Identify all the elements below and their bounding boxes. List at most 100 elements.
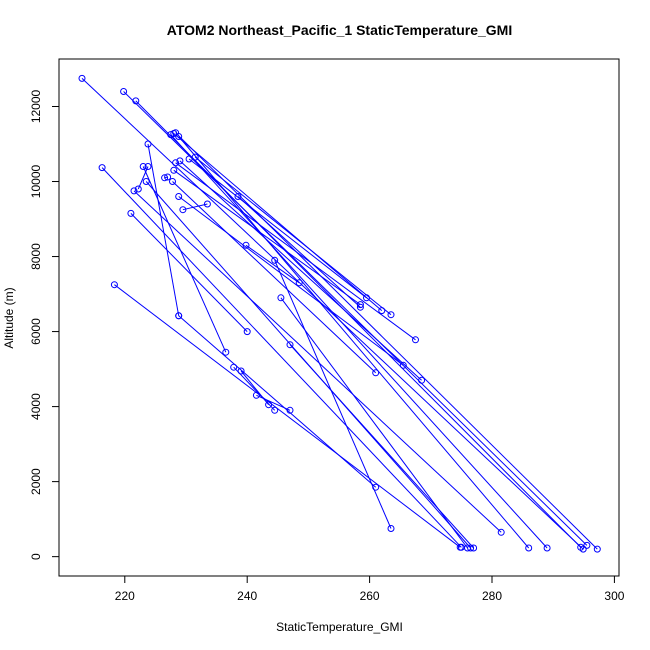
series-line-21 bbox=[182, 203, 208, 211]
data-point-17-1 bbox=[372, 369, 380, 377]
data-point-27-0 bbox=[286, 341, 294, 349]
data-point-31-0 bbox=[237, 367, 245, 375]
y-tick-label-2: 4000 bbox=[29, 393, 43, 420]
data-point-8-0 bbox=[134, 185, 142, 193]
y-tick-label-4: 8000 bbox=[29, 243, 43, 270]
series-line-12 bbox=[179, 160, 422, 381]
data-point-4-0 bbox=[167, 131, 175, 139]
series-line-16 bbox=[101, 167, 462, 548]
data-point-1-1 bbox=[583, 541, 591, 549]
series-line-23 bbox=[245, 244, 300, 284]
y-axis: 0 2000 4000 6000 8000 10000 12000 bbox=[29, 89, 60, 560]
data-point-23-0 bbox=[242, 241, 250, 249]
data-point-28-1 bbox=[372, 483, 380, 491]
data-point-13-0 bbox=[139, 163, 147, 170]
data-point-22-1 bbox=[356, 303, 364, 311]
data-point-1-0 bbox=[120, 88, 128, 95]
series-line-0 bbox=[81, 78, 584, 550]
data-point-18-1 bbox=[467, 544, 475, 552]
series-line-13 bbox=[142, 166, 227, 353]
x-tick-label-4: 300 bbox=[604, 589, 624, 603]
series-line-15 bbox=[173, 169, 361, 306]
data-point-5-1 bbox=[525, 544, 533, 552]
series-line-27 bbox=[289, 344, 474, 549]
points-layer bbox=[78, 74, 601, 553]
x-tick-label-2: 260 bbox=[360, 589, 380, 603]
series-line-32 bbox=[256, 394, 291, 411]
data-point-20-0 bbox=[175, 193, 183, 200]
series-line-9 bbox=[188, 158, 367, 299]
series-line-4 bbox=[170, 134, 548, 549]
data-point-23-1 bbox=[295, 279, 303, 287]
data-point-9-0 bbox=[185, 155, 193, 163]
data-point-6-0 bbox=[170, 130, 178, 137]
series-layer bbox=[81, 78, 598, 550]
data-point-17-0 bbox=[169, 178, 176, 185]
data-point-15-1 bbox=[356, 301, 364, 309]
series-line-11 bbox=[175, 162, 416, 341]
x-tick-label-3: 280 bbox=[482, 589, 502, 603]
data-point-3-1 bbox=[593, 545, 601, 553]
data-point-9-1 bbox=[363, 294, 370, 302]
data-point-19-0 bbox=[130, 187, 138, 195]
data-point-5-0 bbox=[175, 133, 183, 140]
series-line-29 bbox=[114, 284, 461, 548]
x-axis-label: StaticTemperature_GMI bbox=[276, 620, 403, 634]
data-point-21-1 bbox=[203, 200, 211, 208]
series-line-22 bbox=[237, 196, 361, 308]
y-tick-label-1: 2000 bbox=[29, 468, 43, 495]
series-line-5 bbox=[178, 136, 530, 549]
data-point-25-0 bbox=[277, 294, 285, 302]
data-point-26-0 bbox=[127, 209, 135, 217]
data-point-14-0 bbox=[161, 174, 169, 182]
series-line-20 bbox=[178, 196, 404, 366]
data-point-19-1 bbox=[497, 528, 505, 536]
series-line-19 bbox=[133, 190, 502, 533]
y-tick-label-0: 0 bbox=[29, 553, 43, 560]
series-line-10 bbox=[194, 156, 392, 316]
x-tick-label-0: 220 bbox=[115, 589, 135, 603]
data-point-27-1 bbox=[470, 544, 478, 552]
x-axis: 220 240 260 280 300 bbox=[115, 575, 625, 603]
y-tick-label-6: 12000 bbox=[29, 89, 43, 123]
y-axis-label: Altitude (m) bbox=[2, 287, 16, 348]
data-point-11-1 bbox=[412, 336, 419, 344]
series-line-8 bbox=[137, 166, 149, 190]
data-point-24-1 bbox=[387, 525, 395, 532]
data-point-15-0 bbox=[170, 166, 178, 174]
data-point-16-0 bbox=[98, 164, 106, 172]
data-point-6-1 bbox=[378, 307, 386, 315]
series-line-17 bbox=[172, 181, 377, 374]
data-point-32-1 bbox=[286, 406, 294, 414]
series-line-3 bbox=[175, 132, 598, 550]
data-point-29-1 bbox=[456, 543, 464, 551]
x-tick-label-1: 240 bbox=[237, 589, 257, 603]
data-point-10-1 bbox=[387, 311, 395, 319]
data-point-31-1 bbox=[265, 401, 273, 409]
data-point-8-1 bbox=[144, 163, 152, 170]
data-point-2-1 bbox=[577, 543, 585, 551]
series-line-26 bbox=[130, 213, 248, 332]
data-point-0-0 bbox=[78, 74, 86, 82]
data-point-12-0 bbox=[176, 157, 184, 165]
data-point-21-0 bbox=[179, 206, 187, 214]
data-point-29-0 bbox=[110, 281, 118, 289]
data-point-12-1 bbox=[418, 376, 426, 384]
data-point-11-0 bbox=[172, 159, 180, 167]
y-tick-label-5: 10000 bbox=[29, 165, 43, 199]
data-point-18-0 bbox=[142, 178, 150, 185]
data-point-24-0 bbox=[271, 256, 279, 264]
data-point-22-0 bbox=[234, 193, 242, 200]
data-point-4-1 bbox=[543, 544, 551, 552]
chart-title: ATOM2 Northeast_Pacific_1 StaticTemperat… bbox=[167, 22, 512, 38]
data-point-28-0 bbox=[175, 312, 183, 320]
data-point-30-1 bbox=[271, 406, 279, 414]
data-point-20-1 bbox=[399, 361, 407, 369]
y-tick-label-3: 6000 bbox=[29, 318, 43, 345]
data-point-13-1 bbox=[222, 348, 230, 356]
data-point-30-0 bbox=[230, 363, 238, 371]
series-line-6 bbox=[173, 133, 383, 311]
data-point-10-0 bbox=[191, 153, 199, 161]
series-line-7 bbox=[147, 143, 180, 316]
